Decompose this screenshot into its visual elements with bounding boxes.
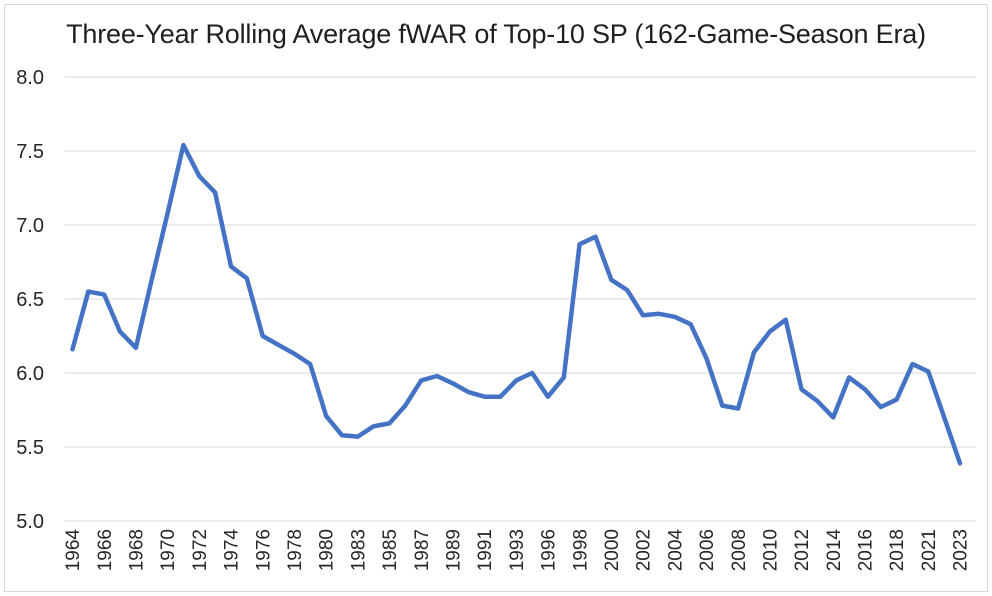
y-axis-tick-label: 8.0: [16, 67, 44, 89]
x-axis-tick-label: 1970: [158, 529, 179, 571]
x-axis-tick-label: 1993: [507, 529, 528, 571]
y-axis-tick-label: 5.0: [16, 511, 44, 533]
x-axis-tick-label: 2021: [919, 529, 940, 571]
x-axis-tick-label: 2000: [602, 529, 623, 571]
fwar-line: [70, 142, 963, 466]
x-axis-tick-label: 1998: [570, 529, 591, 571]
y-axis-tick-label: 7.5: [16, 141, 44, 163]
x-axis-tick-label: 2012: [792, 529, 813, 571]
y-axis-tick-label: 6.0: [16, 363, 44, 385]
x-axis-tick-label: 1966: [95, 529, 116, 571]
x-axis-tick-label: 1985: [380, 529, 401, 571]
x-axis-tick-label: 1987: [412, 529, 433, 571]
x-axis-tick-label: 1978: [285, 529, 306, 571]
x-axis-tick-label: 2002: [634, 529, 655, 571]
x-axis-tick-label: 1974: [222, 529, 243, 572]
x-axis-tick-label: 1991: [475, 529, 496, 571]
x-axis-tick-label: 1964: [63, 529, 84, 572]
y-axis-tick-label: 7.0: [16, 215, 44, 237]
x-axis-tick-label: 1983: [348, 529, 369, 571]
chart-title: Three-Year Rolling Average fWAR of Top-1…: [66, 19, 926, 49]
x-axis-tick-label: 2016: [856, 529, 877, 571]
chart-border: [4, 4, 988, 592]
x-axis-tick-label: 2010: [760, 529, 781, 571]
x-axis-tick-label: 1980: [317, 529, 338, 571]
x-axis-tick-label: 1972: [190, 529, 211, 571]
x-axis-tick-label: 2018: [887, 529, 908, 571]
x-axis-tick-label: 2014: [824, 529, 845, 572]
x-axis-tick-label: 1989: [444, 529, 465, 571]
x-axis-tick-label: 2008: [729, 529, 750, 571]
x-axis-tick-label: 1976: [253, 529, 274, 571]
y-axis-tick-label: 6.5: [16, 289, 44, 311]
y-axis-tick-label: 5.5: [16, 437, 44, 459]
x-axis-tick-label: 2023: [951, 529, 972, 571]
x-axis-tick-label: 1996: [539, 529, 560, 571]
x-axis-tick-label: 2004: [665, 529, 686, 572]
x-axis-tick-label: 2006: [697, 529, 718, 571]
x-axis-tick-label: 1968: [127, 529, 148, 571]
